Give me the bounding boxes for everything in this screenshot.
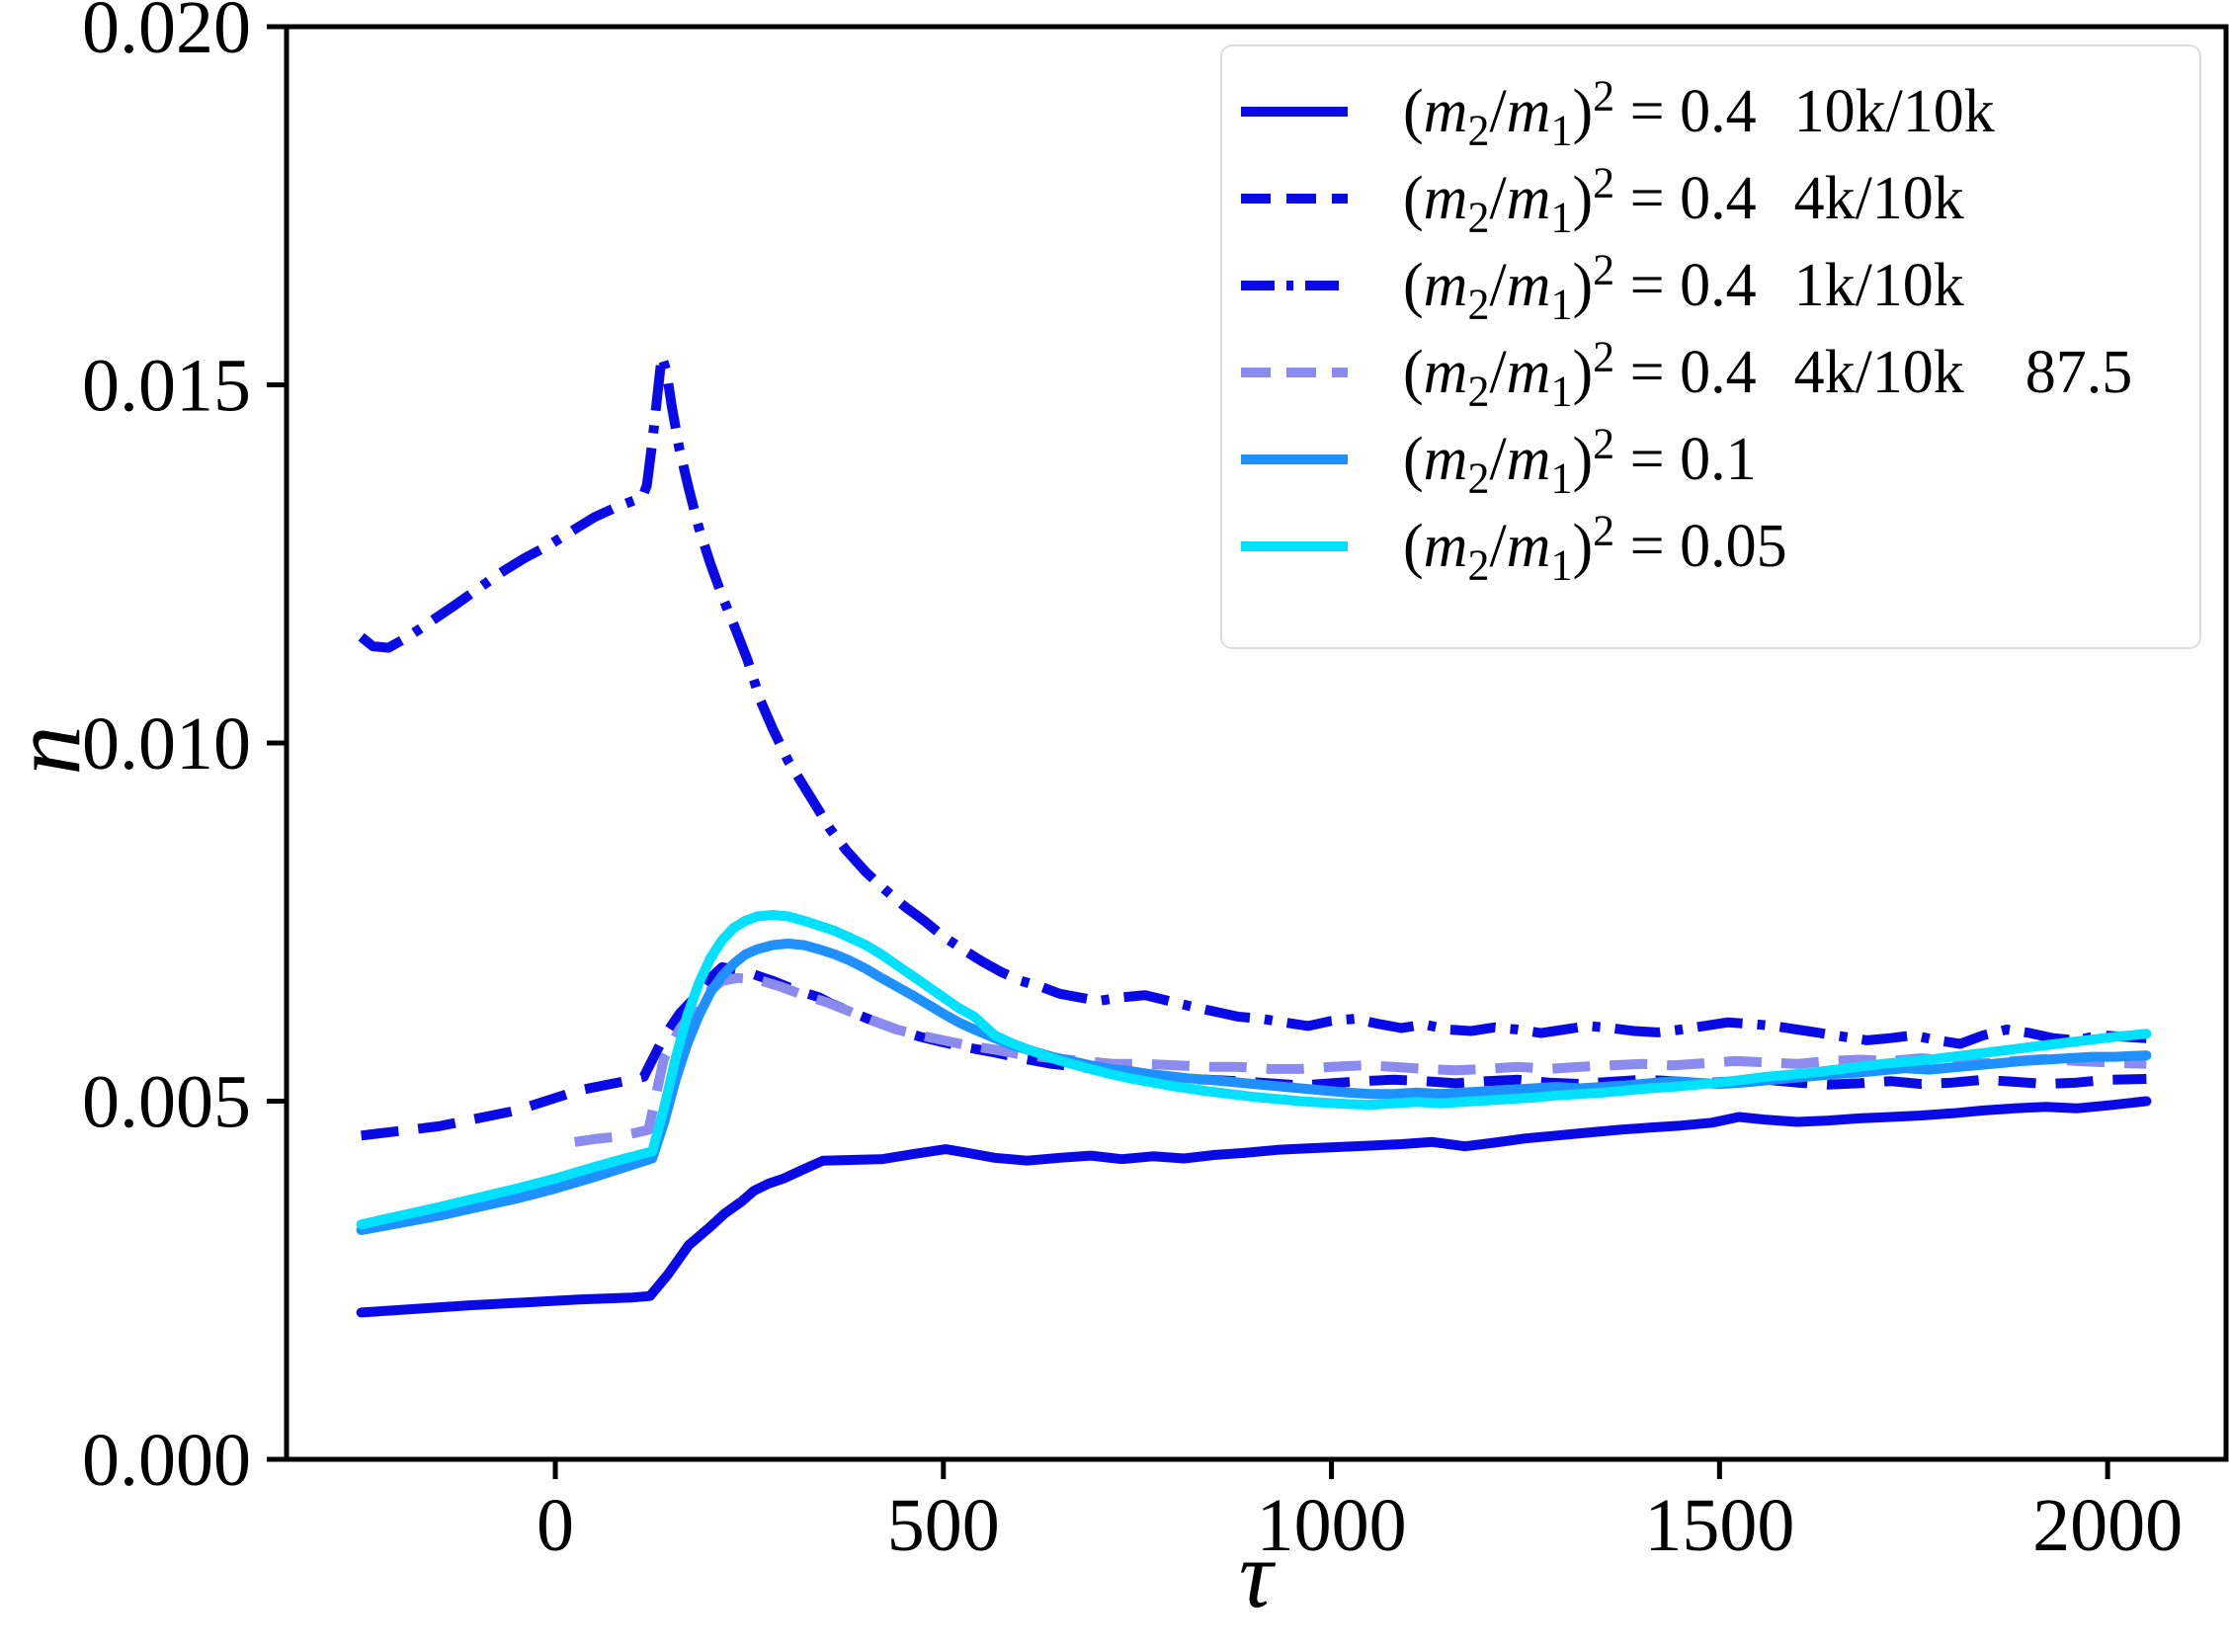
x-tick-label: 1500 xyxy=(1644,1484,1794,1567)
legend-line-sample xyxy=(1241,368,1348,377)
legend-line-sample xyxy=(1241,281,1348,290)
legend-line-sample xyxy=(1241,454,1348,464)
series-line-2 xyxy=(358,351,2147,1049)
legend-label: (m2/m1)2 = 0.4 1k/10k xyxy=(1403,244,1964,328)
x-tick-label: 0 xyxy=(537,1484,574,1567)
y-tick-label: 0.010 xyxy=(82,702,251,785)
series-line-4 xyxy=(356,939,2152,1235)
legend-label: (m2/m1)2 = 0.4 4k/10k 87.5 xyxy=(1403,331,2133,415)
legend-entry-5: (m2/m1)2 = 0.05 xyxy=(1222,503,2199,590)
legend-line-sample xyxy=(1241,107,1348,117)
y-tick-label: 0.020 xyxy=(82,0,251,69)
x-tick-label: 1000 xyxy=(1257,1484,1407,1567)
y-tick-label: 0.000 xyxy=(82,1419,251,1502)
x-tick-label: 500 xyxy=(887,1484,1000,1567)
legend-entry-1: (m2/m1)2 = 0.4 4k/10k xyxy=(1222,155,2199,242)
series-line-3 xyxy=(573,972,2147,1147)
legend-label: (m2/m1)2 = 0.4 10k/10k xyxy=(1403,70,1995,154)
y-tick-label: 0.015 xyxy=(82,345,251,428)
series-line-5 xyxy=(356,910,2152,1230)
legend-box: (m2/m1)2 = 0.4 10k/10k (m2/m1)2 = 0.4 4k/10… xyxy=(1220,44,2201,649)
legend-line-sample xyxy=(1241,194,1348,204)
legend-entry-4: (m2/m1)2 = 0.1 xyxy=(1222,416,2199,503)
legend-label: (m2/m1)2 = 0.4 4k/10k xyxy=(1403,157,1964,241)
series-line-0 xyxy=(356,1096,2152,1318)
legend-label: (m2/m1)2 = 0.05 xyxy=(1403,505,1787,589)
y-axis-label: n xyxy=(0,725,102,776)
legend-line-sample xyxy=(1241,541,1348,551)
y-tick-label: 0.005 xyxy=(82,1061,251,1144)
legend-entry-3: (m2/m1)2 = 0.4 4k/10k 87.5 xyxy=(1222,329,2199,416)
x-axis-label: τ xyxy=(1238,1522,1274,1627)
legend-label: (m2/m1)2 = 0.1 xyxy=(1403,418,1757,502)
series-line-1 xyxy=(361,961,2147,1141)
legend-entry-0: (m2/m1)2 = 0.4 10k/10k xyxy=(1222,68,2199,155)
x-tick-label: 2000 xyxy=(2032,1484,2183,1567)
legend-entry-2: (m2/m1)2 = 0.4 1k/10k xyxy=(1222,242,2199,329)
